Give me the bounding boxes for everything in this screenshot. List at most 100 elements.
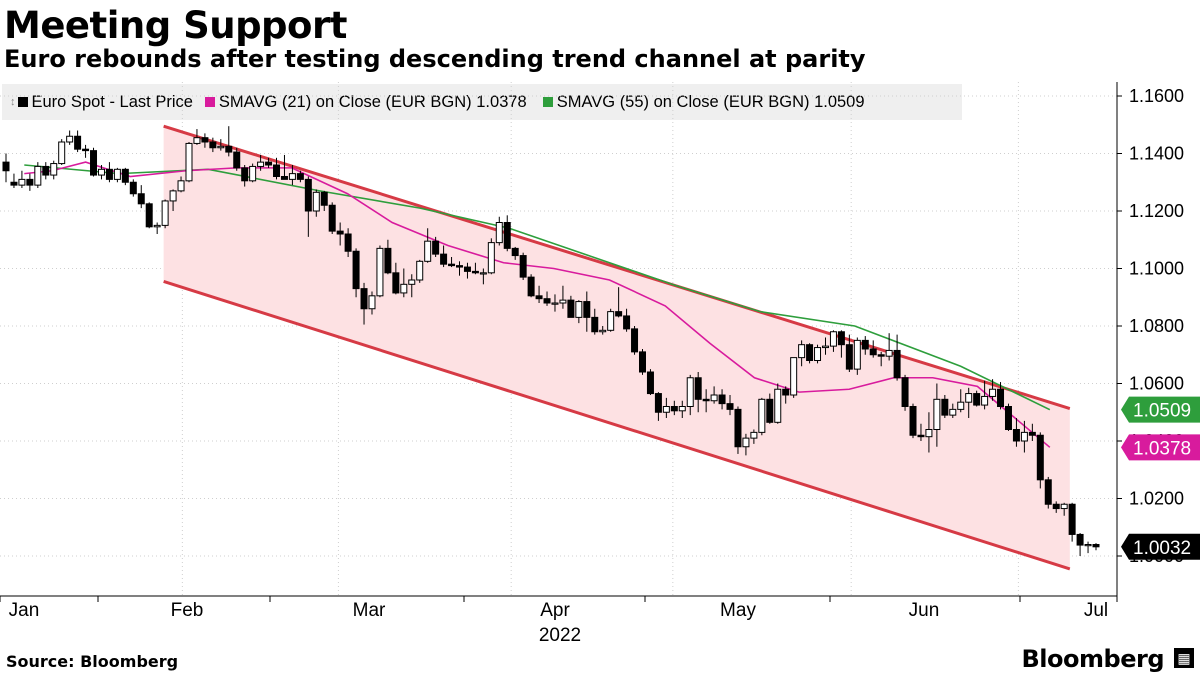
candle-body: [750, 431, 758, 439]
candle-body: [758, 398, 766, 433]
candle-body: [631, 328, 639, 353]
candle-body: [829, 331, 837, 347]
candle-body: [432, 240, 440, 255]
candle-body: [273, 164, 281, 177]
legend-swatch-sma55: [542, 97, 553, 107]
candle-body: [623, 315, 631, 330]
candle-body: [591, 316, 599, 333]
candle-body: [129, 181, 137, 195]
x-tick-label: Jan: [9, 600, 40, 621]
candle-body: [734, 408, 742, 448]
y-tick-label: 1.0200: [1129, 489, 1184, 509]
candle-body: [933, 398, 941, 430]
candle-body: [957, 401, 965, 410]
legend-label-sma21: SMAVG (21) on Close (EUR BGN) 1.0378: [218, 92, 527, 111]
candle-body: [782, 388, 790, 396]
candle-body: [153, 224, 161, 228]
trend-channel-upper: [163, 124, 1071, 410]
candle-body: [1068, 503, 1076, 535]
last-price-tag: [1121, 533, 1200, 560]
chart-subtitle: Euro rebounds after testing descending t…: [4, 45, 866, 73]
terminal-icon: ▦: [1174, 648, 1194, 668]
candle-body: [74, 135, 82, 150]
candle-body: [965, 393, 973, 403]
y-tick-label: 1.1400: [1129, 144, 1184, 164]
y-tick-label: 1.0600: [1129, 374, 1184, 394]
candle-body: [798, 344, 806, 359]
candle-body: [893, 349, 901, 379]
x-tick-label: Apr: [540, 600, 570, 621]
candle-body: [113, 168, 121, 180]
candle-body: [66, 135, 74, 143]
candle-body: [288, 173, 296, 180]
candle-body: [58, 141, 66, 165]
x-tick-label: Jun: [909, 600, 940, 621]
legend-grip-icon: ↕: [10, 96, 16, 108]
sma55-tag: [1121, 396, 1200, 423]
candle-body: [193, 137, 201, 144]
candle-body: [26, 178, 34, 186]
legend-item-sma55: SMAVG (55) on Close (EUR BGN) 1.0509: [542, 92, 865, 112]
candle-body: [654, 393, 662, 413]
candle-body: [670, 406, 678, 412]
x-year-label: 2022: [539, 625, 581, 646]
candle-body: [925, 429, 933, 438]
candle-body: [145, 203, 153, 228]
candle-body: [416, 260, 424, 281]
legend-item-sma21: SMAVG (21) on Close (EUR BGN) 1.0378: [204, 92, 527, 112]
candle-body: [1092, 544, 1100, 548]
candle-body: [1044, 479, 1052, 505]
candle-body: [280, 176, 288, 180]
sma55-tag-label: 1.0509: [1133, 401, 1191, 422]
candle-body: [471, 270, 479, 274]
candle-body: [241, 167, 249, 182]
candle-body: [543, 298, 551, 304]
sma21-line: [24, 161, 1051, 448]
candle-body: [487, 242, 495, 274]
candle-body: [917, 434, 925, 438]
legend-swatch-euro-spot: [17, 97, 28, 107]
candle-body: [678, 406, 686, 412]
candle-body: [1020, 431, 1028, 442]
candle-body: [885, 349, 893, 357]
x-tick-label: Feb: [171, 600, 204, 621]
candle-body: [877, 354, 885, 357]
candle-body: [718, 394, 726, 405]
candle-body: [42, 165, 50, 176]
candle-body: [392, 272, 400, 294]
legend-label-sma55: SMAVG (55) on Close (EUR BGN) 1.0509: [556, 92, 865, 111]
candle-body: [296, 173, 304, 180]
candle-body: [137, 193, 145, 205]
candle-body: [177, 180, 185, 192]
candle-body: [989, 388, 997, 397]
candle-body: [2, 161, 10, 172]
y-tick-label: 1.1000: [1129, 259, 1184, 279]
candle-body: [535, 295, 543, 300]
x-tick-label: Mar: [353, 600, 386, 621]
candle-body: [384, 247, 392, 274]
candle-body: [806, 344, 814, 361]
candle-body: [463, 266, 471, 272]
candle-body: [257, 161, 265, 167]
candle-body: [408, 279, 416, 285]
y-tick-label: 1.1200: [1129, 201, 1184, 221]
candle-body: [34, 165, 42, 186]
candle-body: [766, 398, 774, 423]
candle-body: [853, 339, 861, 370]
candle-body: [702, 398, 710, 402]
candle-body: [949, 408, 957, 416]
candle-body: [997, 388, 1005, 407]
legend: ↕ Euro Spot - Last Price SMAVG (21) on C…: [2, 84, 962, 120]
candle-body: [169, 190, 177, 202]
candle-body: [1012, 429, 1020, 442]
candle-body: [638, 351, 646, 373]
legend-swatch-sma21: [204, 97, 215, 107]
source-note: Source: Bloomberg: [6, 652, 179, 671]
candle-body: [217, 145, 225, 149]
candle-body: [821, 345, 829, 349]
candle-body: [861, 339, 869, 350]
trend-channel-lower: [163, 280, 1071, 571]
candle-body: [607, 311, 615, 331]
candle-body: [662, 406, 670, 413]
